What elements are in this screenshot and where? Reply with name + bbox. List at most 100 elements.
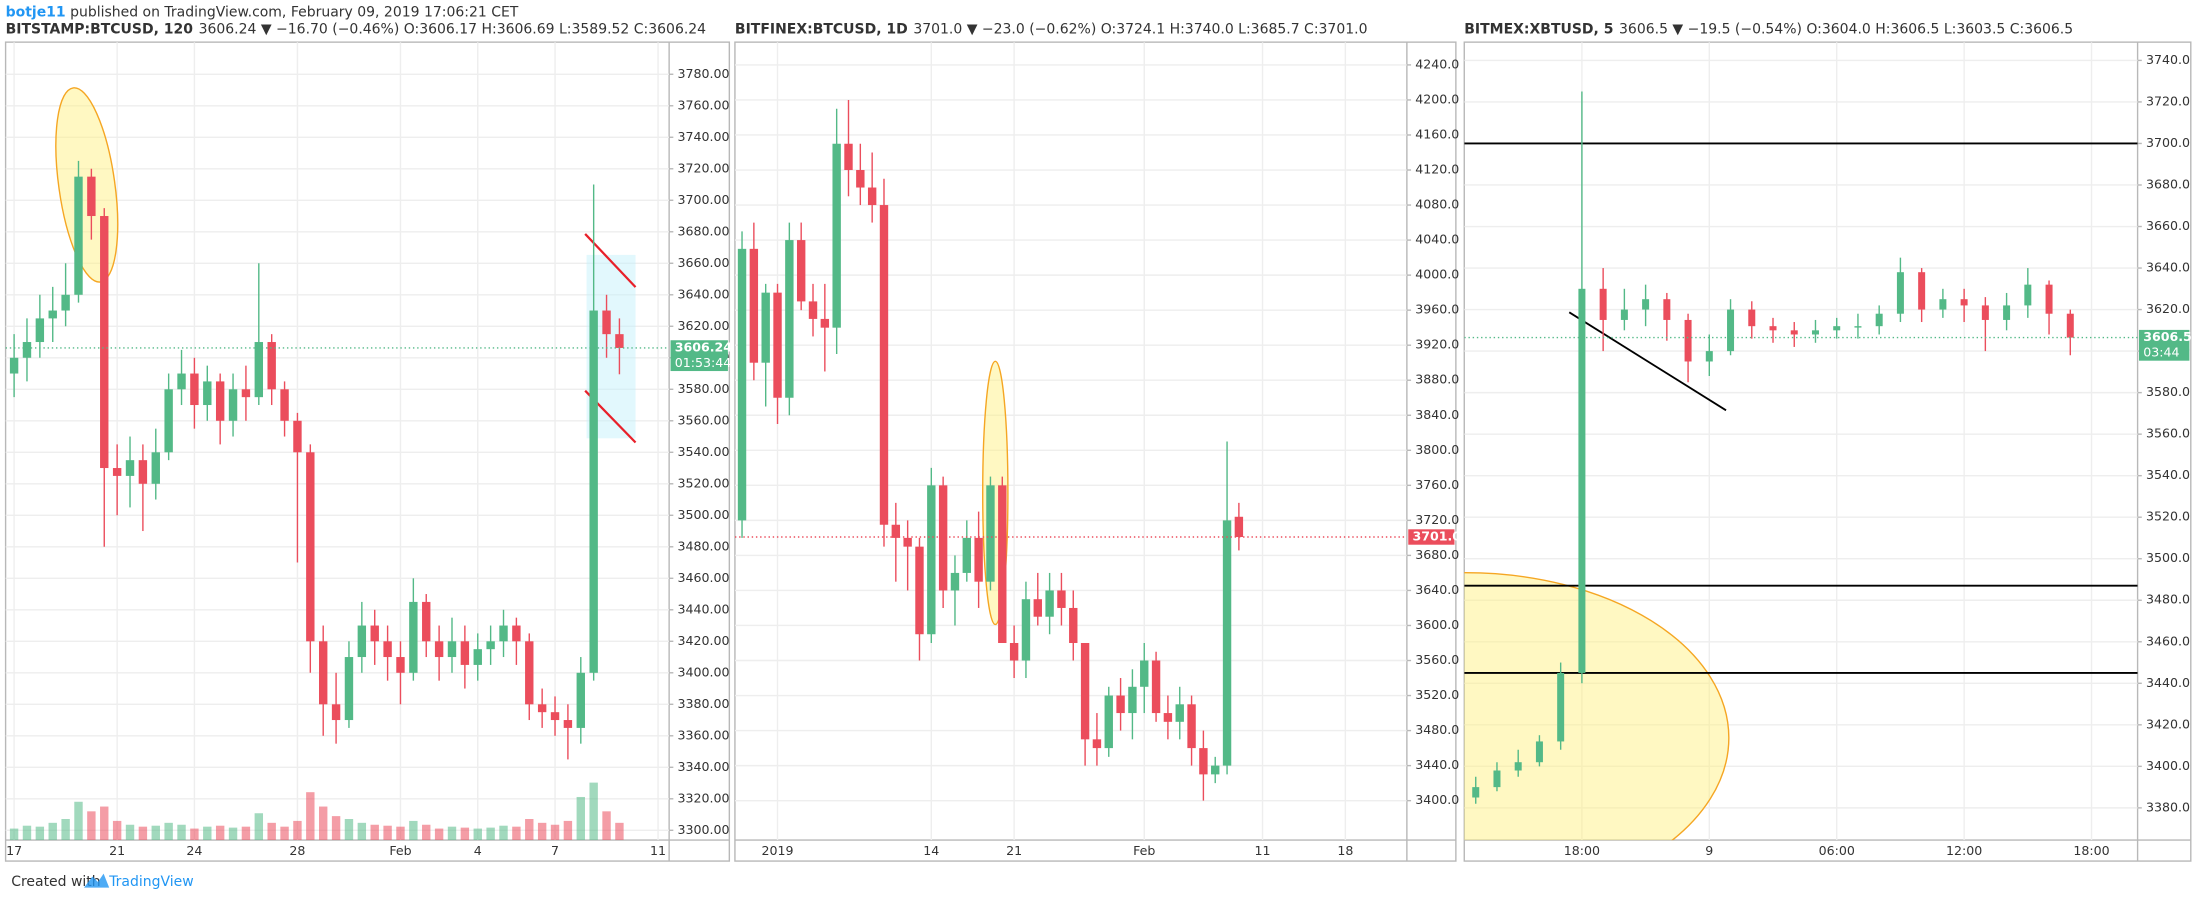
x-tick-label: 18:00 [2073,843,2109,858]
candle-body [1021,599,1031,661]
last-price-label: 3701.0 [1412,529,1461,544]
x-tick-label: Feb [389,843,411,858]
volume-bar [9,828,19,841]
volume-bar [460,827,470,841]
volume-bar [228,827,238,841]
candle-body [844,143,853,171]
volume-bar [177,824,186,841]
volume-bar [473,828,482,841]
quote: 3606.5 ▼ −19.5 (−0.54%) O:3604.0 H:3606.… [1619,22,2073,38]
candle-body [1918,272,1926,310]
y-tick-label: 3440.00 [678,601,730,616]
x-tick-label: 11 [650,843,666,858]
volume-bar [138,826,148,841]
x-tick-label: 06:00 [1819,843,1855,858]
candle-body [1833,326,1841,331]
candle-body [1140,660,1149,687]
symbol: BITSTAMP:BTCUSD, 120 [6,22,194,38]
last-price-box [1408,529,1455,545]
y-tick-label: 4000.0 [1415,267,1459,282]
last-price-label: 3606.24 [675,339,733,354]
candle-body [1116,695,1125,714]
y-tick-label: 3420.0 [2146,716,2190,731]
candle-body [125,460,135,476]
y-tick-label: 3540.0 [2146,467,2190,482]
candle-body [357,625,367,658]
y-tick-label: 3400.0 [2146,758,2190,773]
volume-bar [151,825,160,841]
y-tick-label: 4120.0 [1415,162,1459,177]
candle-body [512,625,521,642]
candle-body [22,342,32,358]
candle-body [785,240,794,398]
y-tick-label: 3720.00 [678,160,730,175]
y-tick-label: 3920.0 [1415,337,1459,352]
candle-body [319,641,328,705]
x-tick-label: 18 [1337,843,1353,858]
candle-body [267,342,276,390]
author[interactable]: botje11 [6,5,66,21]
x-tick-label: 14 [923,843,939,858]
candle-body [409,601,418,673]
volume-bar [331,816,341,841]
candle-body [1080,642,1090,740]
volume-bar [112,820,122,841]
footer-brand[interactable]: TradingView [108,874,193,890]
y-tick-label: 3580.0 [2146,384,2190,399]
candle-body [749,248,759,363]
volume-bar [87,811,96,841]
y-tick-label: 3640.00 [678,286,730,301]
y-tick-label: 3720.0 [1415,512,1459,527]
candle-body [473,649,482,665]
volume-bar [280,826,289,841]
candle-body [525,641,534,705]
volume-bar [512,826,521,841]
y-tick-label: 3560.0 [2146,426,2190,441]
candle-body [1151,660,1161,714]
candle-body [293,420,302,453]
candle-body [1222,520,1232,766]
candle-body [1727,309,1735,352]
symbol-line: BITFINEX:BTCUSD, 1D 3701.0 ▼ −23.0 (−0.62… [735,22,1368,38]
candle-body [1599,288,1607,320]
y-tick-label: 3560.0 [1415,652,1459,667]
symbol: BITFINEX:BTCUSD, 1D [735,22,908,38]
candle-body [1981,305,1989,320]
candle-body [820,318,830,328]
candle-body [177,373,186,390]
candle-body [1211,765,1220,775]
candle-body [1578,288,1586,673]
countdown: 01:53:44 [675,355,731,370]
candle-body [1128,686,1137,714]
candle-body [550,712,560,721]
y-tick-label: 3440.0 [1415,757,1459,772]
candle-body [903,537,912,547]
candle-body [589,310,598,673]
y-tick-label: 3520.00 [678,475,730,490]
candle-body [927,485,936,635]
candle-body [61,294,70,311]
candle-body [891,524,901,538]
chart-panel: 3380.0 3400.0 3420.0 3440.0 3460.0 3480.0 3500… [1463,41,2192,862]
volume-bar [589,782,598,841]
y-tick-label: 3740.0 [2146,52,2190,67]
candle-body [74,176,83,295]
volume-bar [537,822,547,841]
candle-body [962,537,971,573]
x-tick-label: 11 [1255,843,1271,858]
volume-bar [319,806,328,841]
y-tick-label: 3580.00 [678,381,730,396]
candle-body [1684,319,1692,362]
candle-body [1769,326,1777,331]
countdown: 03:44 [2143,344,2179,359]
volume-bar [203,826,212,841]
candle-body [950,572,960,591]
candle-body [151,452,160,484]
candle-body [1620,309,1628,320]
candle-body [615,334,624,348]
volume-bar [563,820,573,841]
x-tick-label: 7 [551,843,559,858]
candle-body [396,657,405,673]
y-tick-label: 3620.0 [2146,301,2190,316]
